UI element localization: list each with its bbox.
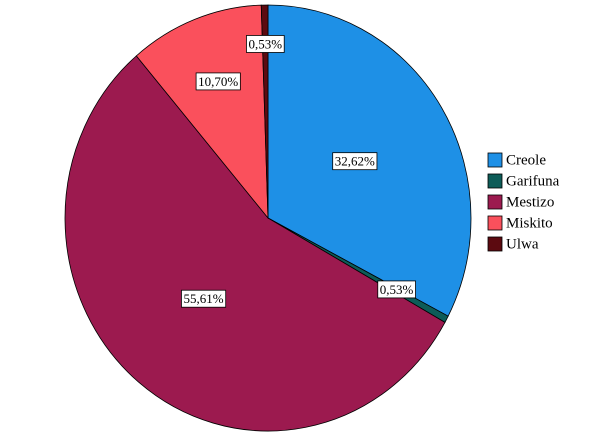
pie-slice	[64, 55, 446, 432]
legend-swatch	[487, 236, 503, 252]
pie-slice	[135, 4, 269, 220]
legend-swatch	[487, 173, 503, 189]
legend-swatch	[487, 152, 503, 168]
legend-swatch	[487, 194, 503, 210]
data-label-box	[195, 72, 241, 91]
data-label-box	[246, 35, 285, 53]
data-label: 0,53%	[380, 282, 414, 297]
legend-label: Mestizo	[506, 194, 554, 210]
data-label: 0,53%	[248, 36, 282, 51]
legend-label: Creole	[506, 152, 546, 168]
data-label-box	[377, 280, 416, 299]
pie-slice	[260, 4, 269, 219]
data-label: 55,61%	[183, 291, 223, 306]
data-label-box	[181, 289, 227, 308]
legend-label: Miskito	[506, 215, 553, 231]
data-label: 10,70%	[198, 74, 238, 89]
legend-label: Garifuna	[506, 173, 560, 189]
data-label: 32,62%	[335, 154, 375, 169]
legend-swatch	[487, 215, 503, 231]
data-label-box	[332, 152, 378, 171]
legend-label: Ulwa	[506, 236, 539, 252]
